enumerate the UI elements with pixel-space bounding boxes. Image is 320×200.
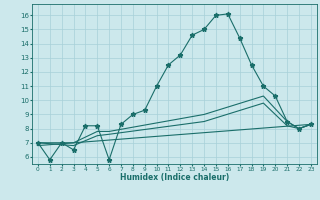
X-axis label: Humidex (Indice chaleur): Humidex (Indice chaleur) — [120, 173, 229, 182]
